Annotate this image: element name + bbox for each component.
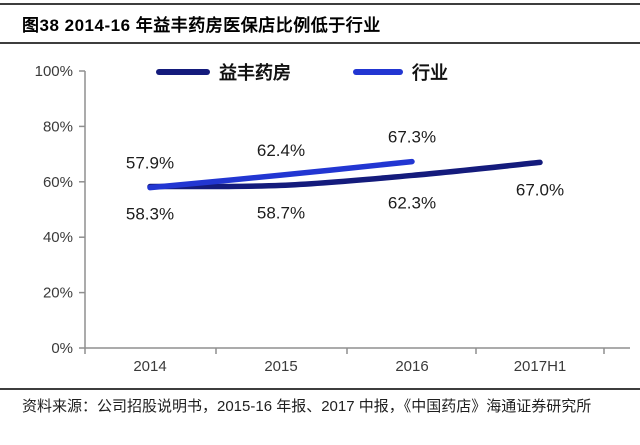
legend-item-yifeng: 益丰药房 bbox=[156, 59, 291, 85]
x-tick-label: 2017H1 bbox=[514, 358, 567, 375]
x-tick-label: 2015 bbox=[264, 358, 297, 375]
legend-item-industry: 行业 bbox=[353, 59, 448, 85]
data-label-yifeng: 62.3% bbox=[388, 193, 436, 212]
y-tick-label: 40% bbox=[43, 229, 73, 246]
data-label-industry: 67.3% bbox=[388, 128, 436, 147]
data-label-industry: 57.9% bbox=[126, 154, 174, 173]
data-label-yifeng: 58.7% bbox=[257, 203, 305, 222]
y-tick-label: 0% bbox=[51, 340, 73, 357]
data-label-yifeng: 58.3% bbox=[126, 205, 174, 224]
data-label-industry: 62.4% bbox=[257, 141, 305, 160]
legend-line-swatch-industry bbox=[353, 69, 403, 75]
legend-line-swatch-yifeng bbox=[156, 69, 210, 75]
y-tick-label: 60% bbox=[43, 174, 73, 191]
figure-title: 图38 2014-16 年益丰药房医保店比例低于行业 bbox=[22, 16, 381, 35]
top-divider bbox=[0, 3, 640, 5]
y-tick-label: 100% bbox=[35, 63, 73, 80]
series-line-yifeng bbox=[147, 159, 543, 190]
data-label-yifeng: 67.0% bbox=[516, 180, 564, 199]
title-divider bbox=[0, 42, 640, 44]
chart-legend: 益丰药房 行业 bbox=[156, 60, 448, 84]
footer-divider bbox=[0, 388, 640, 390]
legend-label-yifeng: 益丰药房 bbox=[219, 63, 291, 83]
y-tick-label: 80% bbox=[43, 118, 73, 135]
line-chart: 0% 20% 40% 60% 80% 100% 2014 2015 2016 2017H1 58.3… bbox=[35, 63, 630, 375]
x-tick-label: 2014 bbox=[133, 358, 166, 375]
source-note: 资料来源：公司招股说明书，2015-16 年报、2017 中报，《中国药店》海通… bbox=[22, 398, 592, 415]
y-tick-label: 20% bbox=[43, 285, 73, 302]
series-line-industry bbox=[147, 158, 415, 191]
x-tick-label: 2016 bbox=[395, 358, 428, 375]
legend-label-industry: 行业 bbox=[412, 63, 448, 83]
